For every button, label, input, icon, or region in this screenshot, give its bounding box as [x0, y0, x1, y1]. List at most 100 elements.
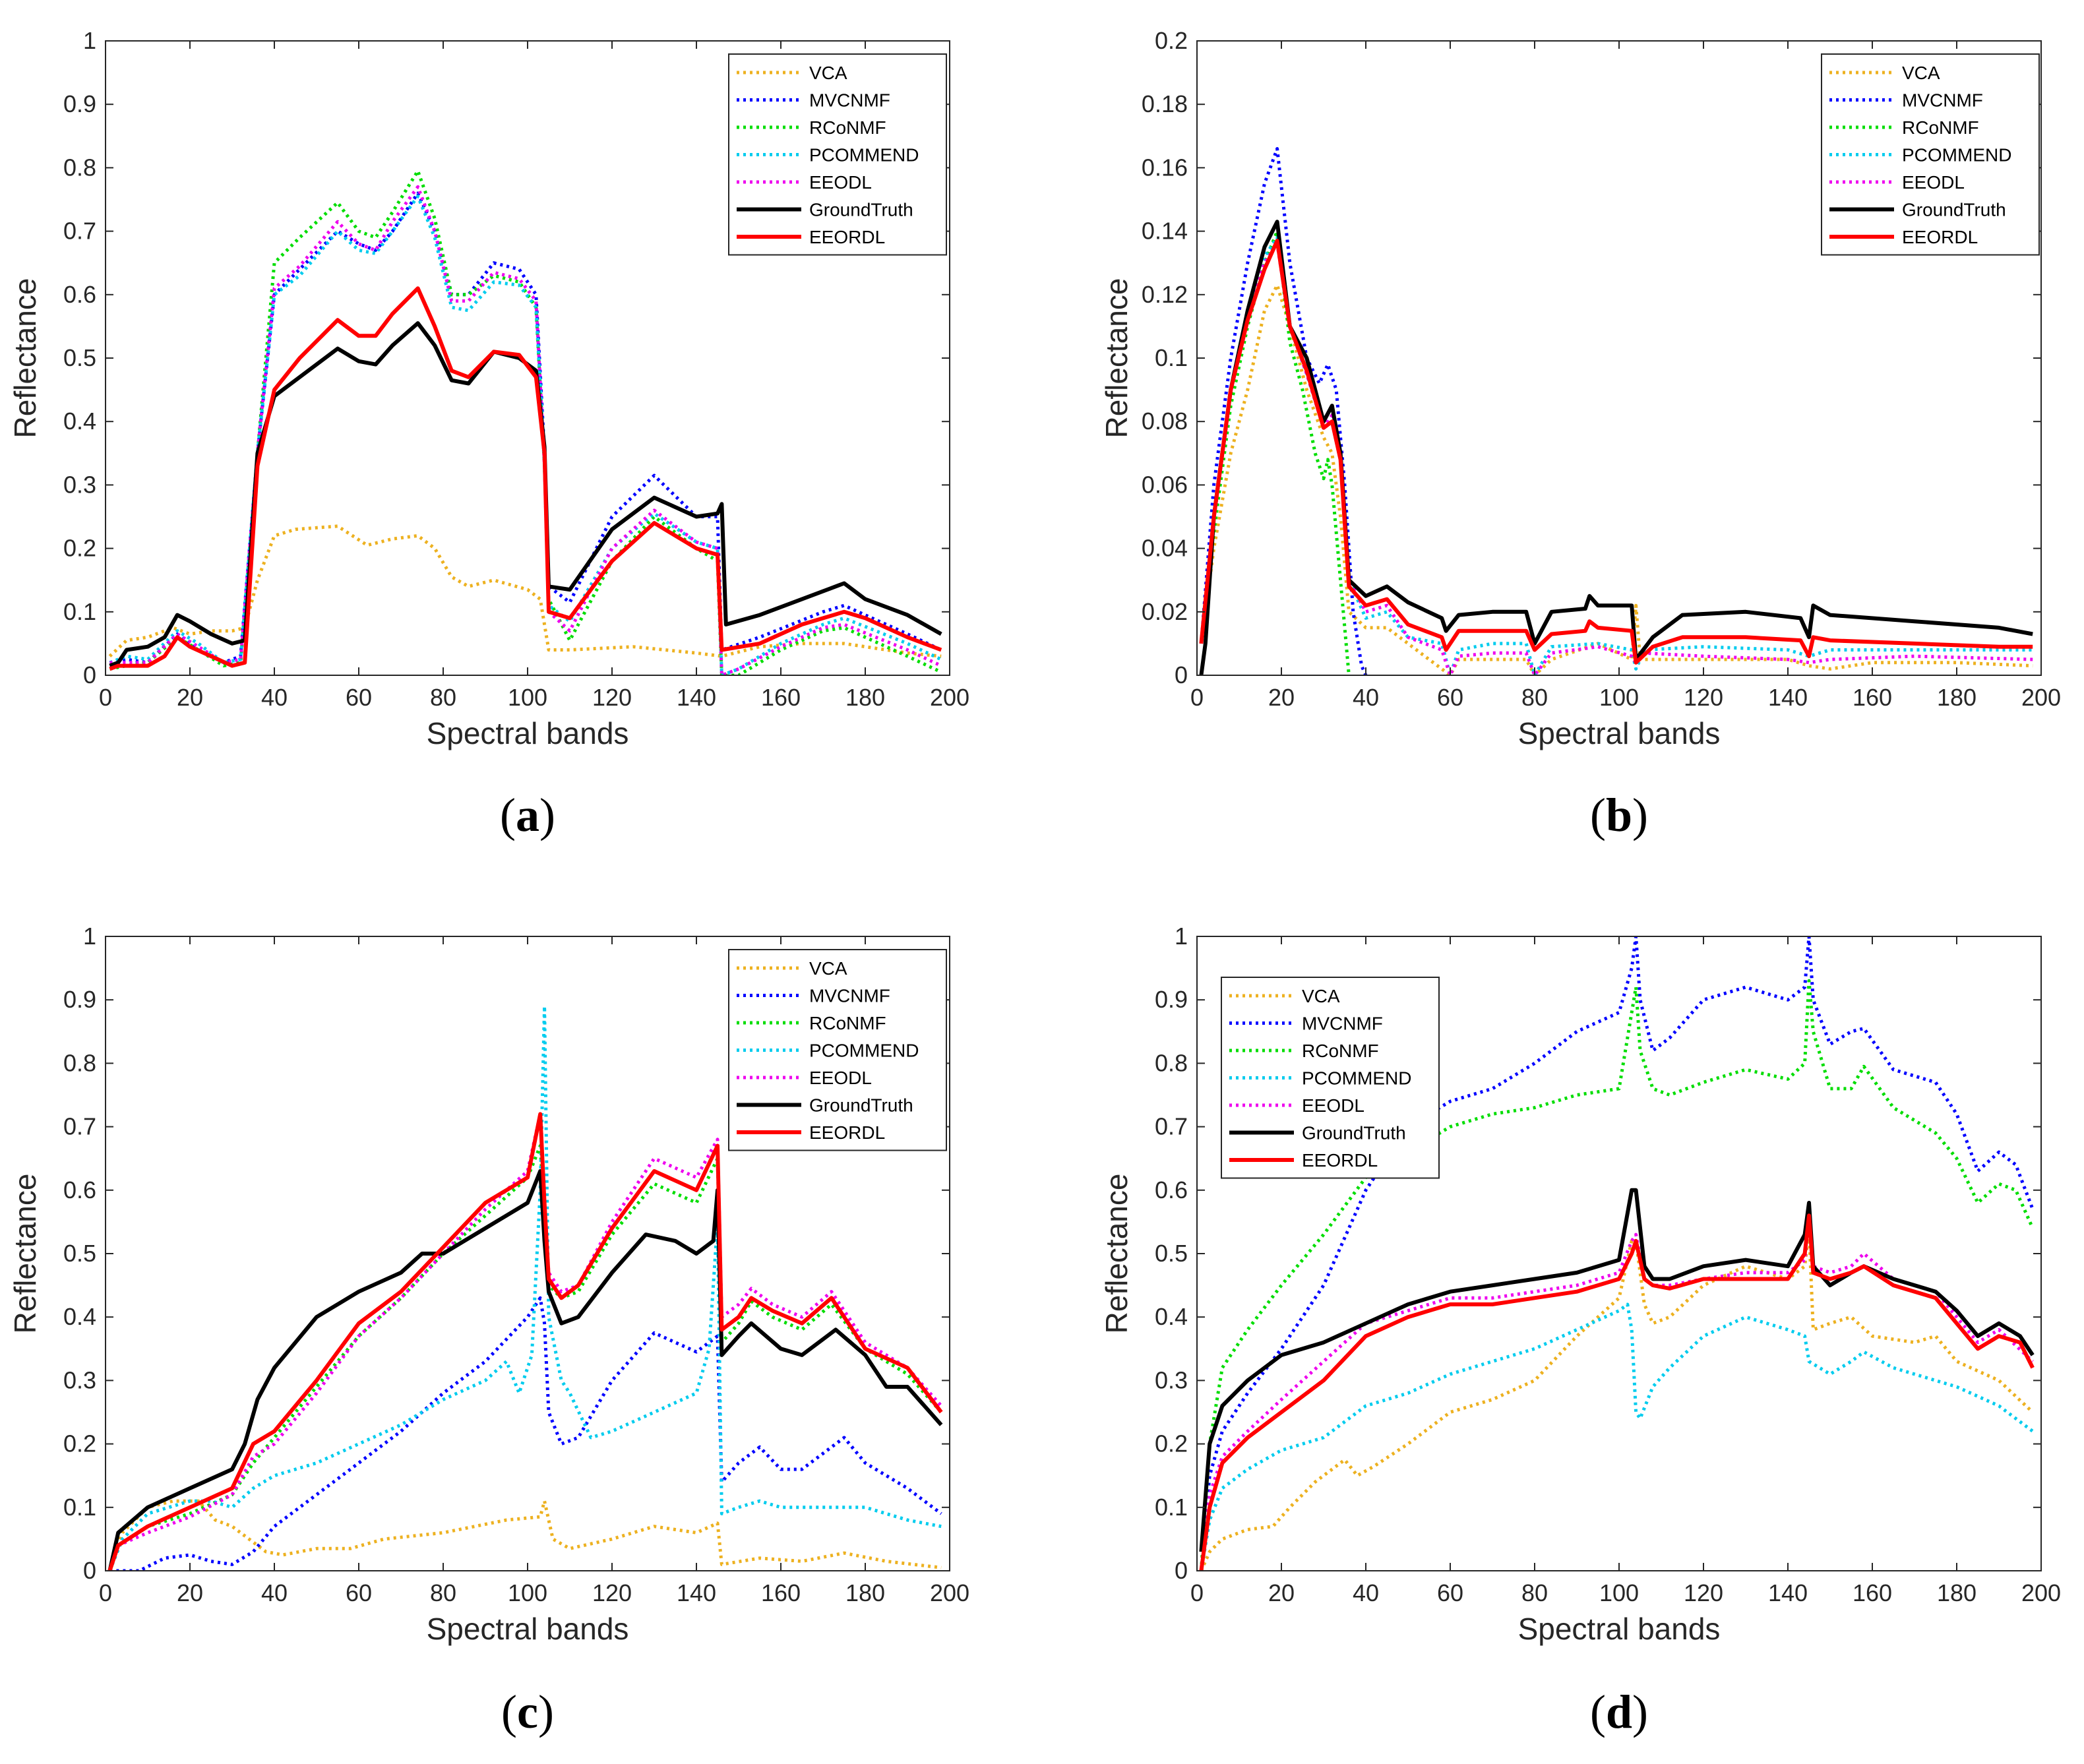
legend-entry: GroundTruth — [1302, 1123, 1406, 1143]
legend-entry: PCOMMEND — [809, 145, 919, 166]
x-tick-label: 80 — [430, 1579, 456, 1606]
x-tick-label: 60 — [346, 684, 372, 711]
series-line-mvcnmf — [109, 1296, 942, 1571]
legend-entry: PCOMMEND — [809, 1041, 919, 1061]
y-tick-label: 0.5 — [63, 344, 96, 371]
series-line-groundtruth — [1199, 220, 2033, 675]
y-tick-label: 0.8 — [1155, 1049, 1188, 1076]
y-tick-label: 0.1 — [1155, 344, 1188, 371]
y-tick-label: 0.3 — [1155, 1366, 1188, 1393]
x-tick-label: 180 — [845, 684, 885, 711]
legend-entry: VCA — [809, 958, 847, 979]
legend-entry: EEODL — [1902, 172, 1965, 193]
y-tick-label: 0.3 — [63, 1366, 96, 1393]
x-tick-label: 100 — [508, 684, 547, 711]
legend-entry: EEORDL — [1302, 1150, 1378, 1171]
y-tick-label: 0.8 — [63, 154, 96, 181]
legend: VCA MVCNMF RCoNMF PCOMMEND EEODL GroundTruth E… — [728, 53, 947, 256]
series-line-eeordl — [1199, 239, 2033, 665]
y-tick-label: 0.7 — [1155, 1113, 1188, 1140]
y-tick-label: 0 — [83, 1557, 96, 1584]
legend-entry: VCA — [1302, 986, 1340, 1006]
y-tick-label: 0.9 — [63, 986, 96, 1013]
x-tick-label: 120 — [592, 1579, 632, 1606]
y-tick-label: 0.2 — [1155, 27, 1188, 54]
legend-entry: EEORDL — [1902, 227, 1978, 247]
x-tick-label: 20 — [1268, 684, 1295, 711]
y-tick-label: 0.16 — [1142, 154, 1188, 181]
x-tick-label: 140 — [677, 684, 716, 711]
x-tick-label: 40 — [1353, 684, 1379, 711]
x-tick-label: 180 — [845, 1579, 885, 1606]
x-tick-label: 0 — [99, 684, 112, 711]
x-axis-label: Spectral bands — [427, 1612, 629, 1646]
x-tick-label: 100 — [1599, 684, 1639, 711]
y-tick-label: 0.8 — [63, 1049, 96, 1076]
legend-entry: MVCNMF — [809, 986, 890, 1006]
legend-entry: PCOMMEND — [1902, 145, 2011, 166]
series-line-eeodl — [108, 1112, 943, 1571]
legend-entry: MVCNMF — [809, 90, 890, 111]
legend-entry: PCOMMEND — [1302, 1068, 1411, 1089]
x-tick-label: 120 — [1684, 1579, 1723, 1606]
y-tick-label: 0.12 — [1142, 281, 1188, 308]
x-tick-label: 20 — [177, 684, 203, 711]
series-line-eeordl — [1199, 1213, 2035, 1571]
y-tick-label: 0.2 — [63, 535, 96, 562]
y-tick-label: 0.9 — [1155, 986, 1188, 1013]
y-tick-label: 0.6 — [63, 281, 96, 308]
y-tick-label: 0.4 — [63, 408, 96, 435]
panel-c: 0 20 40 60 80 100 120 140 160 180 200 0 0.1 0.2 0.3 0.4… — [8, 923, 969, 1738]
panel-label: (d) — [1590, 1686, 1648, 1738]
x-tick-label: 200 — [930, 1579, 969, 1606]
y-tick-label: 0.3 — [63, 471, 96, 498]
y-tick-label: 0.02 — [1142, 598, 1188, 625]
panel-d: 0 20 40 60 80 100 120 140 160 180 200 0 0.1 0.2 0.3 0.4… — [1099, 923, 2061, 1738]
legend-entry: EEORDL — [809, 227, 885, 247]
legend: VCA MVCNMF RCoNMF PCOMMEND EEODL GroundTruth E… — [1821, 53, 2040, 256]
legend-entry: VCA — [1902, 63, 1940, 83]
x-tick-label: 20 — [177, 1579, 203, 1606]
legend-entry: MVCNMF — [1902, 90, 1983, 111]
series-line-pcommend — [108, 1004, 942, 1571]
series-line-groundtruth — [107, 1169, 943, 1571]
x-tick-label: 180 — [1937, 684, 1977, 711]
x-tick-label: 0 — [99, 1579, 112, 1606]
x-tick-label: 140 — [1768, 1579, 1808, 1606]
series-line-rconmf — [1199, 229, 1351, 675]
x-tick-label: 160 — [761, 684, 801, 711]
y-tick-label: 0 — [1175, 661, 1188, 688]
x-tick-label: 160 — [761, 1579, 801, 1606]
y-tick-label: 0.5 — [63, 1240, 96, 1267]
legend: VCA MVCNMF RCoNMF PCOMMEND EEODL GroundTruth E… — [1221, 977, 1440, 1179]
y-tick-label: 0.1 — [63, 598, 96, 625]
x-tick-label: 40 — [261, 684, 288, 711]
y-tick-label: 0.1 — [1155, 1494, 1188, 1521]
x-axis-label: Spectral bands — [427, 716, 629, 750]
legend-entry: GroundTruth — [809, 1095, 913, 1116]
x-tick-label: 40 — [261, 1579, 288, 1606]
y-tick-label: 0.18 — [1142, 90, 1188, 117]
x-tick-label: 60 — [346, 1579, 372, 1606]
x-tick-label: 0 — [1190, 684, 1204, 711]
y-tick-label: 0.7 — [63, 218, 96, 245]
y-axis-label: Reflectance — [1099, 278, 1134, 439]
series-line-groundtruth — [1199, 1188, 2035, 1552]
x-tick-label: 200 — [930, 684, 969, 711]
x-tick-label: 80 — [1521, 1579, 1548, 1606]
y-axis-label: Reflectance — [8, 278, 42, 439]
y-tick-label: 0.4 — [63, 1303, 96, 1330]
series-line-vca — [108, 1499, 942, 1571]
x-tick-label: 160 — [1853, 1579, 1892, 1606]
x-tick-label: 140 — [1768, 684, 1808, 711]
y-tick-label: 0.6 — [1155, 1176, 1188, 1203]
panel-b: 0 20 40 60 80 100 120 140 160 180 200 0 0.02 0.04 0.06… — [1099, 27, 2061, 841]
y-tick-label: 0.9 — [63, 90, 96, 117]
series-line-vca — [1200, 1227, 2034, 1571]
series-line-eeordl — [109, 286, 942, 671]
panel-label: (b) — [1590, 789, 1648, 841]
legend-entry: EEODL — [809, 172, 872, 193]
y-tick-label: 1 — [1175, 923, 1188, 950]
series-line-eeordl — [107, 1112, 943, 1571]
legend-entry: EEODL — [809, 1068, 872, 1088]
